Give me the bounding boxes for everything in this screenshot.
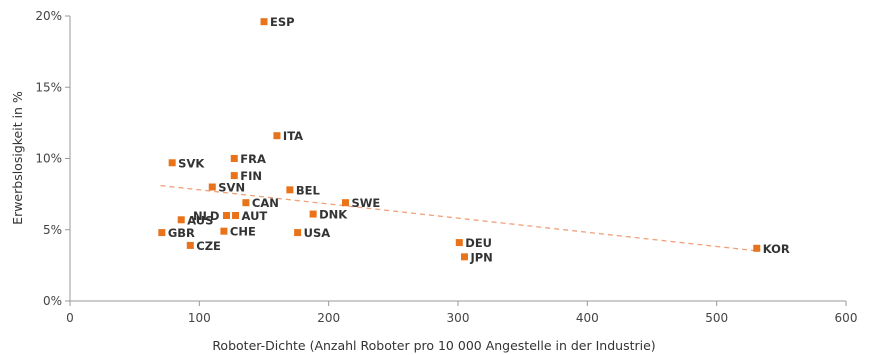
y-tick-label: 20% (35, 9, 62, 23)
data-label-swe: SWE (351, 196, 380, 210)
trendline-group (160, 184, 760, 252)
y-tick-label: 5% (43, 223, 62, 237)
data-label-dnk: DNK (319, 208, 348, 222)
data-point-can (242, 199, 250, 207)
data-label-cze: CZE (196, 239, 221, 253)
data-label-usa: USA (304, 226, 331, 240)
data-label-aus: AUS (187, 213, 213, 227)
data-label-bel: BEL (296, 183, 321, 197)
data-point-kor (753, 244, 761, 252)
data-label-nld: NLD (193, 209, 220, 223)
y-axis-label: Erwerbslosigkeit in % (10, 91, 25, 225)
x-tick-label: 200 (317, 311, 340, 325)
data-label-jpn: JPN (469, 250, 492, 264)
x-tick-label: 500 (705, 311, 728, 325)
data-point-aut (232, 212, 240, 219)
data-point-fin (230, 172, 238, 180)
data-point-che (220, 227, 228, 235)
data-label-kor: KOR (763, 242, 790, 256)
data-label-esp: ESP (270, 15, 295, 29)
y-tick-label: 15% (35, 80, 62, 94)
data-point-cze (186, 241, 194, 249)
x-tick-label: 0 (66, 311, 74, 325)
axes: 0% 5% 10% 15% 20% 0 100 200 300 400 500 600 (35, 9, 857, 325)
data-point-esp (260, 18, 268, 26)
data-label-aut: AUT (242, 209, 268, 223)
trendline (160, 184, 760, 252)
data-point-aus (177, 216, 185, 224)
data-point-jpn (460, 253, 468, 261)
data-point-gbr (158, 229, 166, 237)
data-point-deu (455, 239, 463, 247)
data-point-svk (168, 159, 176, 167)
data-point-nld (222, 212, 230, 219)
data-label-gbr: GBR (168, 226, 195, 240)
x-tick-label: 400 (576, 311, 599, 325)
data-label-can: CAN (252, 196, 279, 210)
y-tick-label: 10% (35, 152, 62, 166)
y-tick-label: 0% (43, 294, 62, 308)
x-tick-label: 600 (835, 311, 858, 325)
data-label-svn: SVN (218, 181, 245, 195)
data-label-fra: FRA (240, 152, 266, 166)
data-point-fra (230, 155, 238, 162)
data-label-ita: ITA (283, 129, 303, 143)
data-point-usa (294, 229, 302, 237)
x-tick-label: 300 (447, 311, 470, 325)
data-point-swe (341, 199, 349, 207)
data-label-svk: SVK (178, 156, 205, 170)
data-label-deu: DEU (465, 236, 492, 250)
data-point-dnk (309, 210, 317, 218)
data-point-bel (286, 186, 294, 194)
x-tick-label: 100 (188, 311, 211, 325)
x-axis-label: Roboter-Dichte (Anzahl Roboter pro 10 00… (212, 338, 655, 353)
data-label-fin: FIN (240, 169, 262, 183)
data-point-svn (208, 183, 216, 191)
data-point-ita (273, 132, 281, 140)
data-label-che: CHE (230, 225, 256, 239)
